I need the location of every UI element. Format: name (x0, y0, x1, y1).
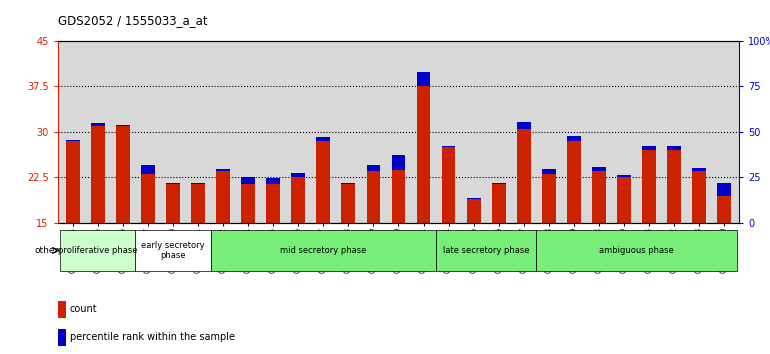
Text: early secretory
phase: early secretory phase (141, 241, 205, 260)
Bar (116, 125, 130, 126)
Bar (367, 165, 380, 171)
Bar (136, 230, 210, 271)
Bar (617, 175, 631, 177)
Bar (436, 230, 536, 271)
Bar (492, 183, 506, 223)
Bar (567, 141, 581, 223)
Bar (216, 169, 230, 171)
Bar (567, 136, 581, 141)
Bar (91, 122, 105, 126)
Bar (191, 183, 205, 223)
Text: mid secretory phase: mid secretory phase (280, 246, 367, 255)
Bar (66, 140, 79, 141)
Text: other: other (34, 246, 59, 255)
Bar (166, 183, 180, 223)
Bar (141, 165, 155, 175)
Bar (91, 126, 105, 223)
Bar (116, 126, 130, 223)
Bar (667, 150, 681, 223)
Bar (141, 175, 155, 223)
Bar (241, 177, 255, 183)
Bar (542, 175, 556, 223)
Bar (718, 196, 731, 223)
Bar (467, 199, 480, 223)
Bar (291, 173, 305, 177)
Bar (417, 72, 430, 86)
Bar (536, 230, 737, 271)
Bar (216, 171, 230, 223)
Text: proliferative phase: proliferative phase (58, 246, 138, 255)
Bar (210, 230, 436, 271)
Bar (316, 137, 330, 141)
Bar (718, 183, 731, 196)
Bar (592, 171, 606, 223)
Text: ambiguous phase: ambiguous phase (599, 246, 674, 255)
Bar (392, 155, 405, 170)
Text: percentile rank within the sample: percentile rank within the sample (70, 332, 235, 342)
Bar (266, 183, 280, 223)
Bar (592, 167, 606, 171)
Bar (442, 146, 456, 147)
Bar (241, 183, 255, 223)
Bar (617, 177, 631, 223)
Bar (692, 168, 706, 171)
Bar (442, 147, 456, 223)
Bar (642, 145, 656, 150)
Bar (367, 171, 380, 223)
Text: count: count (70, 304, 97, 314)
Bar (66, 141, 79, 223)
Bar (692, 171, 706, 223)
Bar (642, 150, 656, 223)
Bar (542, 169, 556, 175)
Bar (291, 177, 305, 223)
Bar (316, 141, 330, 223)
Bar (266, 178, 280, 183)
Bar (58, 301, 66, 318)
Bar (60, 230, 136, 271)
Bar (517, 122, 531, 129)
Bar (667, 145, 681, 150)
Text: GDS2052 / 1555033_a_at: GDS2052 / 1555033_a_at (58, 14, 207, 27)
Bar (517, 129, 531, 223)
Bar (341, 183, 355, 223)
Bar (467, 198, 480, 199)
Text: late secretory phase: late secretory phase (443, 246, 530, 255)
Bar (417, 86, 430, 223)
Bar (58, 329, 66, 346)
Bar (392, 170, 405, 223)
